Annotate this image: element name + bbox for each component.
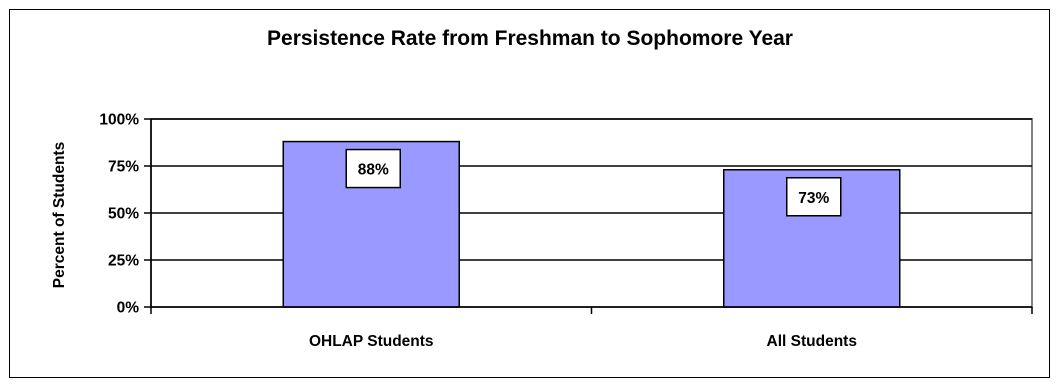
- y-axis-title: Percent of Students: [51, 142, 68, 288]
- data-label-box: [786, 177, 842, 217]
- y-tick-label: 75%: [108, 159, 139, 176]
- axes: 0% 25% 50% 75% 100% OHLAP Students All Student…: [99, 112, 1033, 350]
- x-category-label: OHLAP Students: [309, 333, 434, 350]
- data-label-box: [345, 148, 401, 189]
- data-labels: 88% 73%: [345, 148, 842, 217]
- y-tick-label: 25%: [108, 253, 139, 270]
- y-tick-label: 50%: [108, 206, 139, 223]
- data-label: 73%: [798, 190, 829, 207]
- y-tick-label: 0%: [117, 300, 140, 317]
- x-category-label: All Students: [767, 333, 857, 350]
- y-tick-label: 100%: [99, 112, 139, 129]
- data-label: 88%: [358, 162, 389, 179]
- chart-title: Persistence Rate from Freshman to Sophom…: [267, 27, 793, 50]
